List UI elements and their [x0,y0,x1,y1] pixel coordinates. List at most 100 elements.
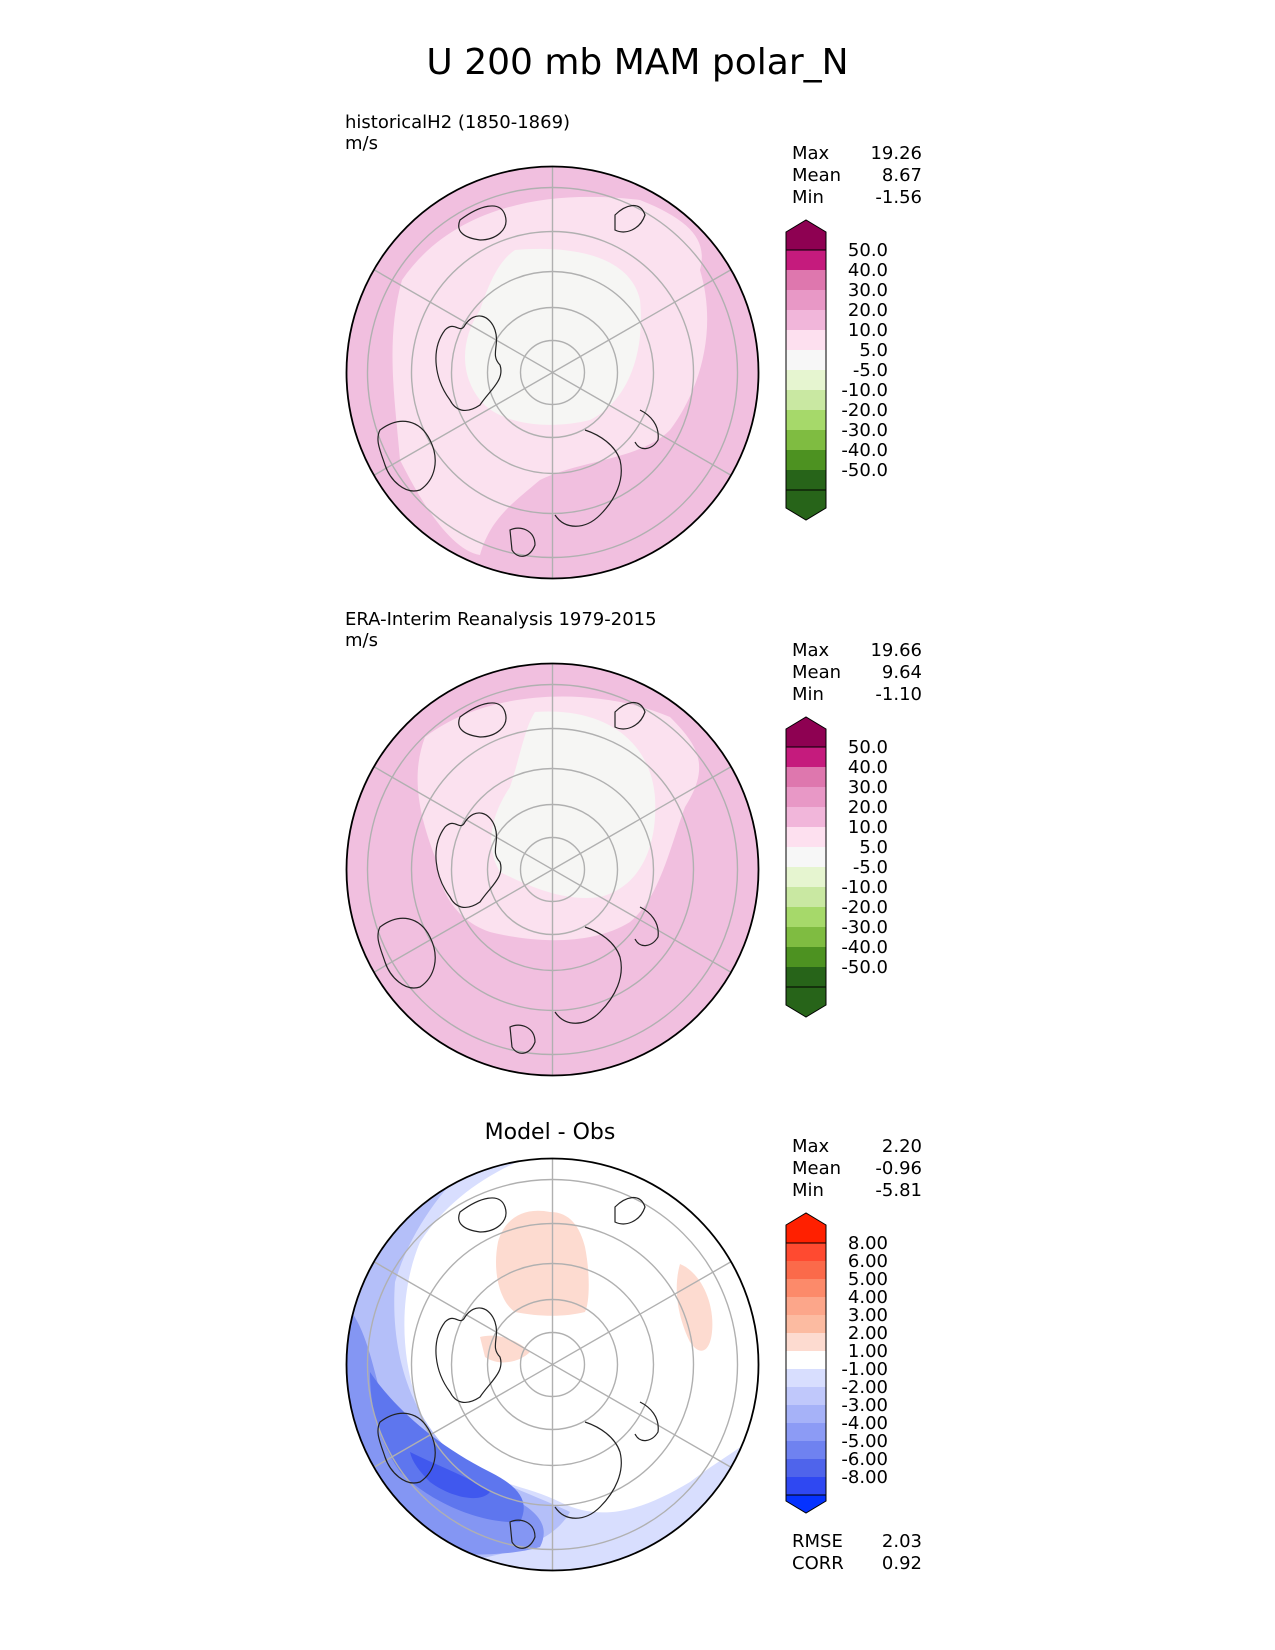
cbar-tick-label: -40.0 [841,937,888,958]
cbar-tick-label: 50.0 [848,240,888,261]
cbar-seg [786,450,826,470]
field-level-neg5-5 [491,711,656,898]
panel-3-metrics: RMSE 2.03 CORR 0.92 [792,1531,922,1575]
cbar-seg [786,827,826,847]
cbar-tick-label: -50.0 [841,460,888,481]
cbar-seg [786,967,826,987]
cbar-tick-label: -2.00 [841,1377,888,1398]
field-level-1-2-east [676,1264,713,1351]
cbar-extend-top [785,716,827,748]
coastlines [377,702,659,1054]
cbar-seg [786,1297,826,1315]
field-level-neg5-neg4 [370,1372,524,1523]
cbar-seg [786,1477,826,1495]
map-boundary [345,1157,760,1572]
cbar-seg [786,370,826,390]
cbar-seg [786,250,826,270]
stat-max-label: Max [792,1136,830,1157]
cbar-frame [785,746,827,988]
cbar-tick-label: -20.0 [841,400,888,421]
stat-mean-value: 8.67 [881,165,922,186]
cbar-seg [786,1387,826,1405]
panel-3-title: Model - Obs [484,1120,616,1145]
cbar-tick-label: 10.0 [848,817,888,838]
corr-value: 0.92 [881,1553,922,1574]
cbar-seg [786,310,826,330]
cbar-seg [786,927,826,947]
panel-3-colorbar: 8.00 6.00 5.00 4.00 3.00 2.00 1.00 -1.00… [785,1212,888,1514]
cbar-tick-label: 40.0 [848,260,888,281]
cbar-tick-label: -5.00 [841,1431,888,1452]
cbar-frame [785,249,827,491]
stat-min-value: -5.81 [875,1180,922,1201]
cbar-seg [786,867,826,887]
cbar-seg [786,430,826,450]
cbar-tick-label: -8.00 [841,1467,888,1488]
stat-mean-value: -0.96 [875,1158,922,1179]
panel-2-title: ERA-Interim Reanalysis 1979-2015 [345,609,657,630]
stat-max-label: Max [792,143,830,164]
stat-min-value: -1.10 [875,684,922,705]
stat-min-value: -1.56 [875,187,922,208]
cbar-tick-label: 20.0 [848,300,888,321]
cbar-tick-label: -10.0 [841,380,888,401]
cbar-tick-label: 50.0 [848,737,888,758]
panel-3-stats: Max 2.20 Mean -0.96 Min -5.81 [792,1136,922,1202]
stat-max-value: 2.20 [881,1136,922,1157]
cbar-seg [786,290,826,310]
panel-2-stats: Max 19.66 Mean 9.64 Min -1.10 [792,640,922,706]
panel-1-units: m/s [345,133,378,154]
cbar-seg [786,1243,826,1261]
cbar-extend-top [785,219,827,251]
cbar-extend-bottom [785,986,827,1018]
cbar-seg [786,1423,826,1441]
graticule [366,1158,739,1571]
cbar-tick-label: 4.00 [848,1287,888,1308]
corr-label: CORR [792,1553,844,1574]
cbar-seg [786,767,826,787]
figure-title: U 200 mb MAM polar_N [426,42,849,83]
cbar-seg [786,470,826,490]
panel-3-map [345,1157,760,1572]
stat-mean-label: Mean [792,165,842,186]
cbar-tick-label: 6.00 [848,1251,888,1272]
stat-mean-label: Mean [792,1158,842,1179]
cbar-seg [786,410,826,430]
cbar-seg [786,787,826,807]
coastlines [377,1197,659,1549]
cbar-frame [785,1242,827,1496]
field-level-1-2 [495,1210,589,1316]
cbar-seg [786,1459,826,1477]
panel-1-stats: Max 19.26 Mean 8.67 Min -1.56 [792,143,922,209]
cbar-tick-label: 30.0 [848,280,888,301]
cbar-tick-label: 2.00 [848,1323,888,1344]
rmse-value: 2.03 [881,1531,922,1552]
cbar-seg [786,1369,826,1387]
cbar-tick-label: 8.00 [848,1233,888,1254]
cbar-tick-label: 1.00 [848,1341,888,1362]
cbar-tick-label: 30.0 [848,777,888,798]
panel-1-colorbar: 50.0 40.0 30.0 20.0 10.0 5.0 -5.0 -10.0 … [785,219,888,521]
cbar-seg [786,747,826,767]
field-level-1-2-small [480,1335,530,1363]
cbar-tick-label: -6.00 [841,1449,888,1470]
stat-max-value: 19.66 [870,640,922,661]
map-boundary [345,165,760,580]
map-boundary [345,662,760,1077]
graticule [366,166,739,579]
cbar-tick-label: 5.00 [848,1269,888,1290]
panel-2-map [345,662,760,1077]
cbar-tick-label: 20.0 [848,797,888,818]
stat-min-label: Min [792,1180,824,1201]
cbar-tick-label: 10.0 [848,320,888,341]
cbar-tick-label: -5.0 [853,360,888,381]
cbar-extend-bottom [785,489,827,521]
cbar-seg [786,1279,826,1297]
panel-1-title: historicalH2 (1850-1869) [345,112,571,133]
cbar-tick-label: -50.0 [841,957,888,978]
stat-max-label: Max [792,640,830,661]
cbar-seg [786,1261,826,1279]
cbar-seg [786,947,826,967]
cbar-seg [786,807,826,827]
rmse-label: RMSE [792,1531,843,1552]
